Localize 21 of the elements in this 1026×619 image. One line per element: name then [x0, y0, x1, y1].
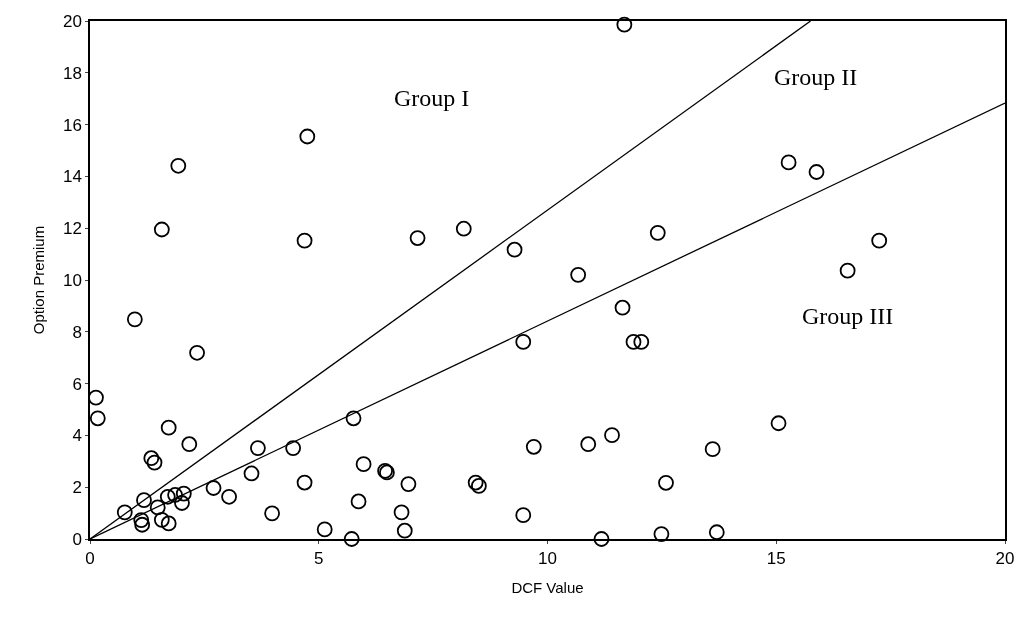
y-axis-title: Option Premium [29, 225, 47, 335]
x-tick-label: 0 [85, 549, 95, 569]
x-tick-label: 10 [538, 549, 557, 569]
y-tick-label: 2 [72, 478, 82, 498]
y-tick-label: 4 [72, 426, 82, 446]
x-axis-title: DCF Value [511, 578, 584, 596]
y-tick-label: 14 [62, 167, 82, 187]
y-tick-label: 18 [62, 63, 82, 83]
x-tick-label: 5 [314, 549, 324, 569]
y-tick-label: 0 [72, 529, 82, 549]
y-tick-label: 8 [72, 322, 82, 342]
y-tick-label: 6 [72, 374, 82, 394]
annotation: Group III [802, 303, 894, 329]
y-tick-label: 16 [62, 115, 82, 135]
annotation: Group I [394, 85, 470, 111]
x-tick-label: 15 [766, 549, 786, 569]
x-tick-label: 20 [995, 549, 1015, 569]
y-tick-label: 20 [62, 11, 82, 31]
annotation: Group II [774, 64, 858, 90]
y-tick-label: 12 [62, 219, 82, 239]
y-tick-label: 10 [62, 270, 82, 290]
